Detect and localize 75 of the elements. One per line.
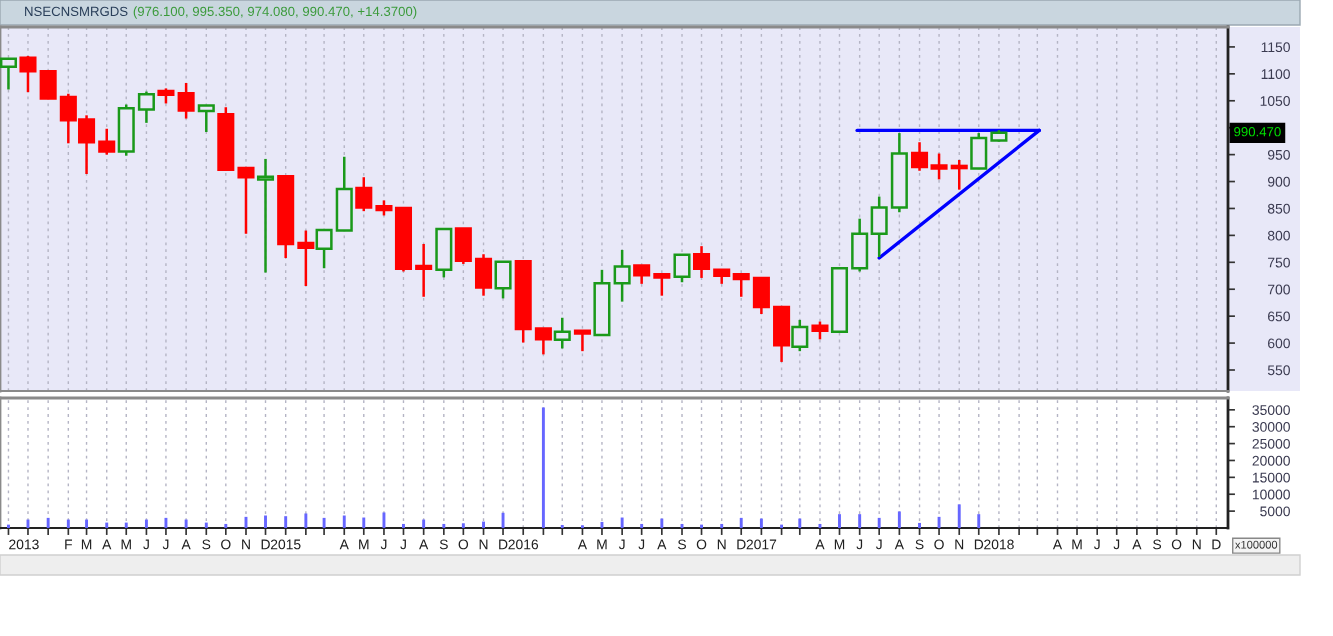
x-tick-label: J	[162, 539, 169, 550]
x-tick-label: 2015	[270, 539, 301, 550]
text: x100000	[1235, 540, 1278, 549]
x-tick-label: D	[974, 539, 984, 550]
y-tick-label: 750	[1268, 257, 1290, 268]
x-tick-label: M	[834, 539, 845, 550]
x-tick-label: A	[894, 539, 904, 550]
x-tick-label: D	[1212, 539, 1221, 550]
x-tick-label: M	[359, 539, 369, 550]
x-tick-label: S	[1153, 539, 1162, 550]
y-tick-label: 700	[1268, 284, 1290, 295]
x-tick-label: O	[934, 539, 944, 550]
y-tick-label: 20000	[1252, 455, 1290, 466]
y-tick-label: 850	[1267, 203, 1290, 214]
x-tick-label: S	[202, 539, 211, 550]
x-tick-label: A	[181, 539, 191, 550]
y-tick-label: 550	[1267, 365, 1290, 376]
y-tick-label: 30000	[1252, 422, 1290, 432]
y-tick-label: 1050	[1260, 96, 1290, 106]
y-tick-label: 600	[1268, 338, 1290, 349]
y-tick-label: 1150	[1261, 42, 1290, 53]
x-tick-label: J	[1113, 539, 1120, 550]
text: 990.470	[1234, 127, 1281, 137]
x-tick-label: 2013	[9, 539, 39, 550]
x-tick-label: O	[1171, 539, 1182, 550]
x-tick-label: F	[65, 539, 73, 550]
chart-title: NSECNSMRGDS	[25, 6, 128, 17]
x-tick-label: D	[261, 539, 270, 550]
x-tick-label: J	[380, 539, 387, 550]
x-tick-label: 2018	[984, 539, 1014, 550]
x-tick-label: A	[1132, 539, 1142, 550]
x-tick-label: 2017	[746, 539, 777, 550]
x-tick-label: J	[143, 539, 149, 550]
x-tick-label: S	[678, 539, 686, 550]
x-tick-label: A	[102, 539, 112, 550]
x-tick-label: O	[696, 539, 707, 550]
x-tick-label: J	[1093, 539, 1100, 550]
x-tick-label: A	[657, 539, 667, 550]
y-tick-label: 15000	[1252, 472, 1290, 483]
x-tick-label: J	[638, 539, 645, 550]
x-tick-label: M	[121, 539, 131, 550]
x-tick-label: A	[815, 539, 825, 550]
x-tick-label: A	[339, 539, 349, 550]
x-tick-label: N	[479, 539, 488, 550]
chart-subtitle: (976.100, 995.350, 974.080, 990.470, +14.3700)	[133, 6, 417, 19]
x-tick-label: M	[597, 539, 607, 550]
y-tick-label: 10000	[1252, 489, 1290, 500]
x-tick-label: M	[1072, 539, 1082, 550]
y-tick-label: 650	[1268, 311, 1290, 322]
x-tick-label: A	[577, 539, 588, 550]
y-tick-label: 950	[1267, 149, 1290, 160]
x-tick-label: D	[737, 539, 746, 550]
x-tick-label: A	[419, 539, 429, 550]
x-tick-label: D	[499, 539, 508, 550]
x-tick-label: O	[221, 539, 231, 550]
y-tick-label: 800	[1267, 230, 1290, 241]
x-tick-label: J	[856, 539, 863, 550]
x-tick-label: N	[242, 539, 250, 550]
x-tick-label: 2016	[508, 539, 539, 550]
y-tick-label: 900	[1267, 176, 1290, 187]
x-tick-label: A	[1052, 539, 1063, 550]
x-tick-label: S	[915, 539, 924, 550]
x-tick-label: N	[717, 539, 726, 550]
x-tick-label: M	[81, 539, 92, 550]
y-tick-label: 1100	[1261, 69, 1290, 80]
y-tick-label: 25000	[1252, 438, 1290, 449]
x-tick-label: J	[400, 539, 406, 550]
y-tick-label: 5000	[1260, 506, 1290, 517]
y-tick-label: 35000	[1252, 405, 1290, 415]
x-tick-label: J	[875, 539, 882, 550]
x-tick-label: J	[618, 539, 625, 550]
x-tick-label: N	[1192, 539, 1201, 550]
x-tick-label: N	[955, 539, 964, 550]
x-tick-label: O	[458, 539, 469, 550]
x-tick-label: S	[439, 539, 448, 550]
